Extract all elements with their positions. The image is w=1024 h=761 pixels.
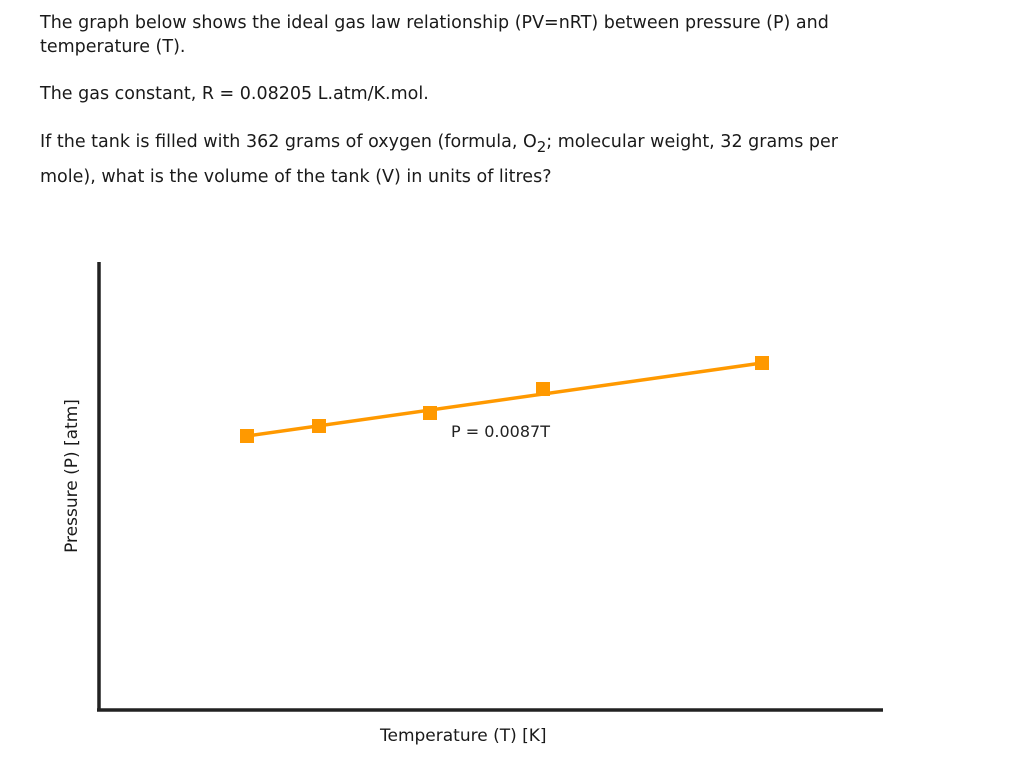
data-point-marker <box>423 406 437 420</box>
data-point-marker <box>755 356 769 370</box>
trendline-equation: P = 0.0087T <box>451 422 550 441</box>
data-point-marker <box>536 382 550 396</box>
data-point-marker <box>240 429 254 443</box>
chart-axes <box>97 262 883 712</box>
question-prompt-part2: ; molecular weight, 32 grams per mole), … <box>40 132 838 187</box>
gas-constant-text: The gas constant, R = 0.08205 L.atm/K.mo… <box>40 84 429 104</box>
data-point-marker <box>312 419 326 433</box>
x-axis-label: Temperature (T) [K] <box>380 726 547 746</box>
trendline <box>246 361 763 438</box>
chart-series <box>240 356 769 443</box>
oxygen-subscript: 2 <box>536 138 547 156</box>
question-intro: The graph below shows the ideal gas law … <box>40 13 829 57</box>
y-axis-label-text: Pressure (P) [atm] <box>62 399 82 553</box>
question-prompt: If the tank is filled with 362 grams of … <box>40 127 870 192</box>
question-prompt-part1: If the tank is filled with 362 grams of … <box>40 132 537 152</box>
